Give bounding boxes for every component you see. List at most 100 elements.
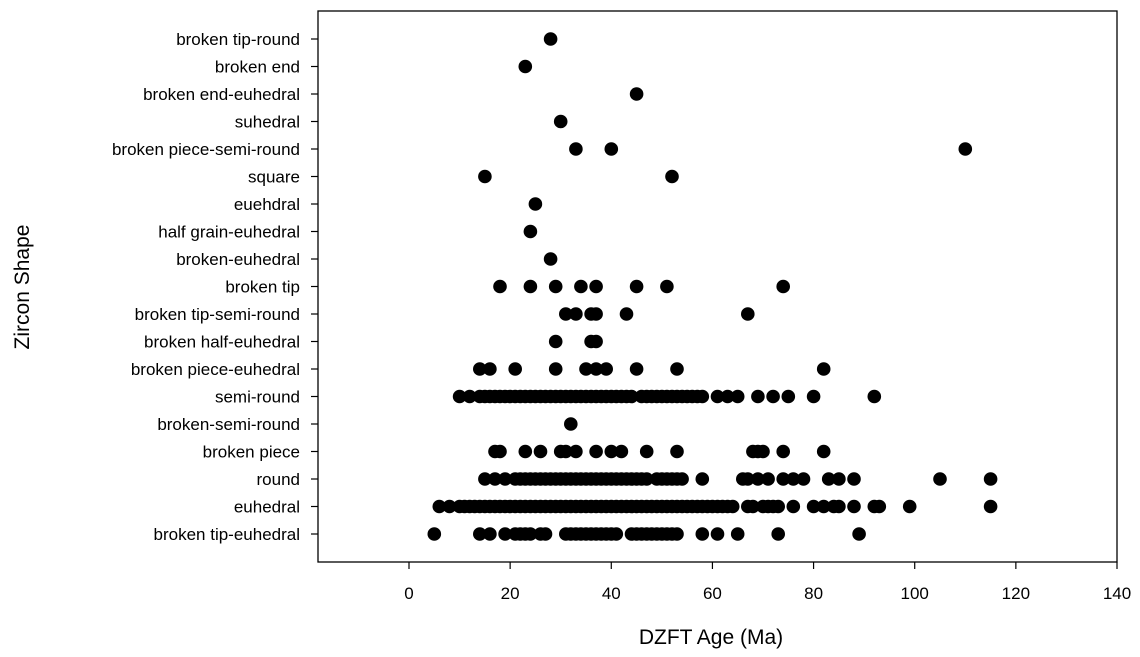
data-point <box>751 389 765 404</box>
data-point <box>569 444 583 459</box>
data-point <box>538 527 553 541</box>
data-point <box>983 499 998 514</box>
x-tick-label: 40 <box>602 584 621 603</box>
data-point <box>452 389 467 404</box>
data-point <box>609 527 624 541</box>
data-point <box>665 169 679 184</box>
data-point <box>872 499 887 514</box>
data-point <box>660 279 674 294</box>
data-point <box>553 114 568 129</box>
y-category-labels: broken tip-round broken end broken end-euh… <box>112 30 300 544</box>
y-category-label: broken piece <box>203 443 300 462</box>
data-point <box>619 307 634 321</box>
data-point <box>533 444 548 459</box>
y-category-label: broken tip-semi-round <box>135 305 300 324</box>
data-point <box>821 472 836 486</box>
data-point <box>852 527 866 541</box>
data-point <box>670 362 684 376</box>
data-point <box>478 472 492 486</box>
data-point <box>473 362 487 376</box>
y-axis-title: Zircon Shape <box>11 225 34 350</box>
data-point <box>604 444 619 459</box>
data-point <box>776 444 790 459</box>
data-point <box>720 389 735 404</box>
data-point <box>670 527 684 541</box>
data-point <box>816 499 831 514</box>
data-point <box>832 499 846 514</box>
data-point <box>761 472 775 486</box>
y-category-label: broken-semi-round <box>157 415 300 434</box>
data-point <box>629 279 644 294</box>
data-point <box>695 472 710 486</box>
data-point <box>756 444 770 459</box>
data-point <box>806 499 821 514</box>
data-point <box>548 334 563 349</box>
x-tick-labels: 0 20 40 60 80 100 120 140 <box>404 584 1131 603</box>
data-point <box>493 444 507 459</box>
data-point <box>751 472 765 486</box>
data-point <box>559 307 573 321</box>
data-point <box>933 472 947 486</box>
data-point <box>518 59 533 74</box>
y-category-label: suhedral <box>235 113 300 132</box>
y-category-label: broken tip-round <box>176 30 300 49</box>
data-point <box>548 362 563 376</box>
y-category-label: broken tip <box>225 278 300 297</box>
data-point <box>832 472 846 486</box>
data-point <box>569 142 583 156</box>
data-point <box>776 472 790 486</box>
data-point <box>730 527 745 541</box>
x-axis-title: DZFT Age (Ma) <box>639 626 783 649</box>
data-point <box>523 279 538 294</box>
data-point <box>695 527 710 541</box>
data-point <box>589 307 603 321</box>
y-category-label: broken piece-semi-round <box>112 140 300 159</box>
data-point <box>543 252 558 266</box>
y-category-label: semi-round <box>215 388 300 407</box>
y-category-label: euehdral <box>234 195 300 214</box>
x-tick-label: 0 <box>404 584 413 603</box>
data-point <box>589 279 603 294</box>
y-category-label: broken piece-euhedral <box>131 360 300 379</box>
data-point <box>629 87 644 101</box>
data-point <box>766 389 780 404</box>
y-category-label: broken half-euhedral <box>144 333 300 352</box>
data-point <box>741 472 755 486</box>
data-point <box>543 32 558 46</box>
data-point <box>867 389 882 404</box>
y-category-label: broken end <box>215 58 300 77</box>
data-point <box>847 499 861 514</box>
data-point <box>816 444 831 459</box>
data-point <box>710 527 725 541</box>
data-point <box>589 362 603 376</box>
y-category-label: broken end-euhedral <box>143 85 300 104</box>
data-point <box>786 499 801 514</box>
data-point <box>498 527 512 541</box>
data-point <box>695 389 710 404</box>
data-point <box>462 389 477 404</box>
data-point <box>528 197 543 211</box>
data-point <box>847 472 861 486</box>
data-point <box>781 389 796 404</box>
y-category-label: broken-euhedral <box>176 250 300 269</box>
x-ticks <box>408 562 1118 569</box>
data-point <box>776 279 790 294</box>
data-point <box>483 527 497 541</box>
data-point <box>523 527 538 541</box>
data-point <box>569 307 583 321</box>
data-point <box>670 444 684 459</box>
y-ticks <box>311 38 318 535</box>
x-tick-label: 140 <box>1103 584 1131 603</box>
x-tick-label: 60 <box>703 584 722 603</box>
y-category-label: half grain-euhedral <box>158 223 300 242</box>
data-point <box>624 389 639 404</box>
data-point <box>771 499 785 514</box>
y-category-label: broken tip-euhedral <box>154 525 300 544</box>
data-point <box>639 472 654 486</box>
data-point <box>523 224 538 239</box>
data-point <box>629 362 644 376</box>
data-point <box>983 472 998 486</box>
data-point <box>473 527 487 541</box>
data-point <box>599 362 613 376</box>
